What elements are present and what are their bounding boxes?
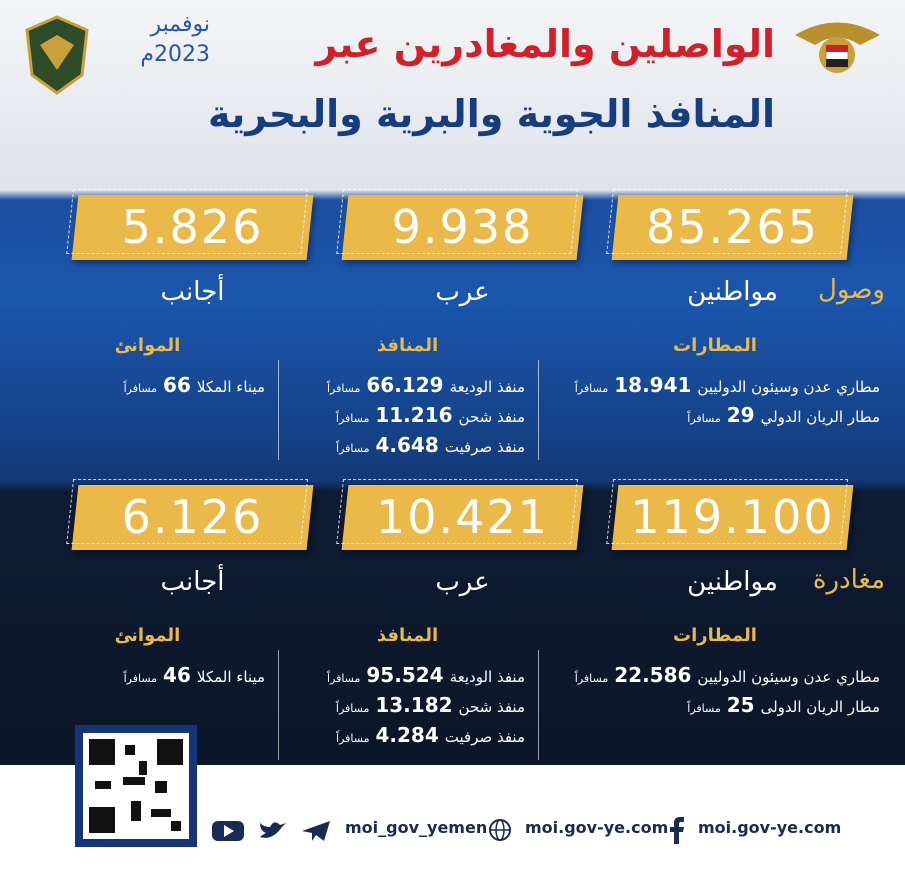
- port-value: 66.129: [366, 373, 444, 397]
- total-label: مواطنين: [687, 567, 778, 597]
- port-name: مطار الريان الدولي: [760, 408, 880, 426]
- port-value: 18.941: [614, 373, 692, 397]
- section-label: وصول: [818, 275, 885, 305]
- port-row: مطاري عدن وسيئون الدوليين 18.941 مسافراً: [575, 373, 880, 397]
- total-box: 5.826: [71, 195, 314, 260]
- group-title: المنافذ: [376, 625, 439, 646]
- facebook: moi.gov-ye.com: [698, 818, 842, 837]
- handle: moi_gov_yemen: [345, 818, 488, 837]
- divider: [278, 650, 279, 760]
- port-row: منفذ الوديعة 66.129 مسافراً: [327, 373, 525, 397]
- port-row: منفذ الوديعة 95.524 مسافراً: [327, 663, 525, 687]
- port-row: مطاري عدن وسيئون الدوليين 22.586 مسافراً: [575, 663, 880, 687]
- unit: مسافراً: [687, 412, 721, 425]
- total-label: أجانب: [160, 277, 225, 307]
- group-title: الموانئ: [114, 335, 181, 356]
- emblem: [795, 22, 880, 73]
- total-box: 9.938: [341, 195, 584, 260]
- port-value: 95.524: [366, 663, 444, 687]
- port-value: 29: [726, 403, 755, 427]
- port-row: ميناء المكلا 66 مسافراً: [124, 373, 265, 397]
- group-title: المنافذ: [376, 335, 439, 356]
- port-value: 46: [163, 663, 191, 687]
- year: 2023م: [140, 42, 210, 67]
- unit: مسافراً: [574, 382, 609, 395]
- unit: مسافراً: [687, 702, 721, 715]
- port-name: منفذ شحن: [458, 698, 525, 716]
- port-value: 4.648: [375, 433, 439, 457]
- group-title: المطارات: [673, 625, 757, 646]
- port-row: منفذ شحن 13.182 مسافراً: [336, 693, 525, 717]
- total-label: عرب: [435, 567, 490, 597]
- title-line2: المنافذ الجوية والبرية والبحرية: [207, 92, 775, 136]
- total-value: 6.126: [121, 490, 264, 544]
- port-name: مطار الريان الدولى: [760, 698, 880, 716]
- total-label: عرب: [435, 277, 490, 307]
- port-row: منفذ صرفيت 4.648 مسافراً: [336, 433, 525, 457]
- total-value: 9.938: [391, 200, 534, 254]
- globe-icon: [489, 819, 511, 841]
- total-label: مواطنين: [687, 277, 778, 307]
- port-row: ميناء المكلا 46 مسافراً: [124, 663, 265, 687]
- port-name: منفذ الوديعة: [449, 668, 525, 686]
- divider: [538, 360, 539, 460]
- total-value: 10.421: [376, 490, 549, 544]
- port-row: منفذ شحن 11.216 مسافراً: [336, 403, 525, 427]
- total-value: 119.100: [630, 490, 835, 544]
- total-box: 10.421: [341, 485, 584, 550]
- facebook-icon: [670, 817, 684, 844]
- port-name: ميناء المكلا: [196, 378, 265, 396]
- unit: مسافراً: [574, 672, 609, 685]
- port-row: مطار الريان الدولى 25 مسافراً: [687, 693, 880, 717]
- port-value: 11.216: [375, 403, 453, 427]
- unit: مسافراً: [326, 382, 361, 395]
- unit: مسافراً: [335, 702, 370, 715]
- port-value: 25: [726, 693, 755, 717]
- social-icons: [212, 821, 330, 841]
- qr-code: [75, 725, 197, 847]
- unit: مسافراً: [326, 672, 361, 685]
- port-name: مطاري عدن وسيئون الدوليين: [697, 378, 880, 396]
- group-title: المطارات: [673, 335, 757, 356]
- total-value: 85.265: [646, 200, 819, 254]
- port-row: مطار الريان الدولي 29 مسافراً: [687, 403, 880, 427]
- total-box: 119.100: [611, 485, 854, 550]
- port-value: 4.284: [375, 723, 439, 747]
- police-badge: [25, 15, 89, 95]
- unit: مسافراً: [123, 672, 158, 685]
- port-name: منفذ الوديعة: [449, 378, 525, 396]
- group-title: الموانئ: [114, 625, 181, 646]
- port-name: ميناء المكلا: [196, 668, 265, 686]
- port-value: 13.182: [375, 693, 453, 717]
- total-box: 85.265: [611, 195, 854, 260]
- divider: [278, 360, 279, 460]
- unit: مسافراً: [335, 412, 370, 425]
- port-name: منفذ صرفيت: [444, 438, 525, 456]
- port-value: 22.586: [614, 663, 692, 687]
- port-value: 66: [163, 373, 191, 397]
- unit: مسافراً: [123, 382, 158, 395]
- port-name: مطاري عدن وسيئون الدوليين: [697, 668, 880, 686]
- month: نوفمبر: [150, 12, 210, 37]
- total-value: 5.826: [121, 200, 264, 254]
- total-label: أجانب: [160, 567, 225, 597]
- port-name: منفذ شحن: [458, 408, 525, 426]
- unit: مسافراً: [336, 442, 370, 455]
- website: moi.gov-ye.com: [525, 818, 669, 837]
- title-line1: الواصلين والمغادرين عبر: [315, 22, 775, 66]
- unit: مسافراً: [336, 732, 370, 745]
- divider: [538, 650, 539, 760]
- port-row: منفذ صرفيت 4.284 مسافراً: [336, 723, 525, 747]
- section-label: مغادرة: [812, 565, 885, 595]
- total-box: 6.126: [71, 485, 314, 550]
- port-name: منفذ صرفيت: [444, 728, 525, 746]
